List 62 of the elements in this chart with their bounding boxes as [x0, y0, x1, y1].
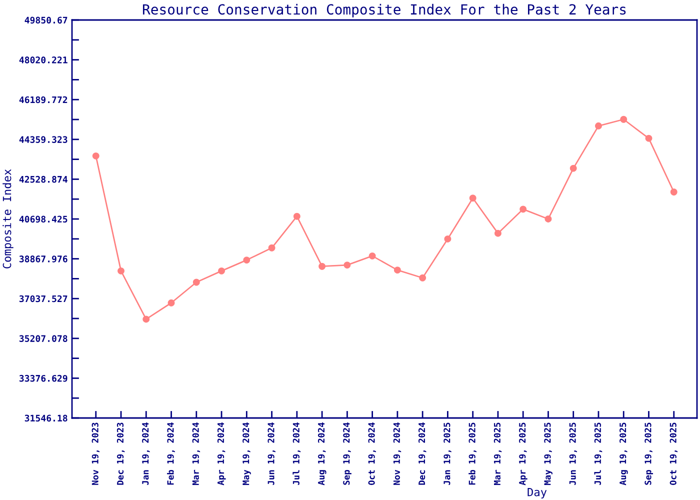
point	[645, 134, 652, 142]
point	[544, 215, 552, 222]
x-tick-label: Jun 19, 2024	[268, 422, 276, 485]
point	[192, 278, 200, 286]
x-tick-label: Mar 19, 2024	[192, 422, 200, 486]
x-tick-label: Jul 19, 2024	[292, 422, 301, 485]
chart-title: Resource Conservation Composite Index For the Past 2 Years	[142, 4, 626, 18]
x-tick-label: Nov 19, 2024	[393, 422, 402, 485]
point	[444, 235, 452, 242]
x-tick-label: Oct 19, 2024	[368, 422, 376, 485]
point	[92, 152, 100, 160]
y-tick-label: 40698.425	[19, 216, 68, 223]
point	[494, 230, 502, 237]
point	[218, 267, 225, 274]
x-tick-label: Apr 19, 2025	[519, 422, 528, 486]
y-tick-label: 35207.078	[19, 335, 68, 342]
point	[293, 212, 300, 220]
x-tick-label: Aug 19, 2024	[318, 422, 326, 486]
y-tick-label: 38867.976	[19, 256, 68, 262]
x-tick-label: Mar 19, 2025	[494, 422, 502, 486]
point	[168, 299, 175, 306]
point	[118, 267, 124, 274]
y-tick-label: 37037.527	[19, 295, 68, 302]
x-tick-label: Apr 19, 2024	[217, 422, 226, 486]
point	[142, 316, 150, 323]
point	[620, 116, 628, 123]
y-axis-title: Composite Index	[2, 169, 14, 268]
point	[670, 188, 678, 196]
point	[344, 262, 351, 269]
x-tick-label: Sep 19, 2025	[644, 422, 653, 485]
x-tick-label: Nov 19, 2023	[92, 422, 100, 485]
point	[595, 122, 602, 130]
x-tick-label: Dec 19, 2023	[116, 422, 125, 485]
x-tick-label: Oct 19, 2025	[670, 422, 678, 485]
point	[520, 206, 527, 213]
y-tick-label: 49850.67	[24, 16, 68, 24]
point	[318, 262, 326, 270]
x-tick-label: May 19, 2025	[544, 422, 552, 486]
x-tick-label: Feb 19, 2024	[167, 422, 175, 485]
point	[419, 274, 426, 282]
y-tick-label: 44359.323	[19, 136, 68, 143]
point	[268, 244, 276, 252]
point	[394, 266, 401, 274]
point	[469, 194, 476, 202]
y-tick-label: 46189.772	[19, 96, 68, 104]
x-tick-label: Feb 19, 2025	[468, 422, 476, 485]
point	[570, 164, 577, 172]
x-tick-label: Sep 19, 2024	[343, 422, 352, 485]
y-tick-label: 33376.629	[19, 374, 68, 382]
y-tick-label: 48020.221	[19, 56, 68, 64]
y-tick-label: 31546.18	[24, 414, 68, 422]
point	[243, 256, 250, 264]
point	[368, 252, 376, 260]
x-tick-label: Aug 19, 2025	[620, 422, 628, 486]
x-tick-label: Jan 19, 2024	[142, 422, 150, 485]
x-tick-label: Dec 19, 2024	[418, 422, 426, 485]
x-tick-label: Jul 19, 2025	[594, 422, 602, 485]
x-tick-label: May 19, 2024	[242, 422, 251, 486]
x-tick-label: Jan 19, 2025	[444, 422, 452, 485]
x-tick-label: Jun 19, 2025	[569, 422, 577, 485]
x-axis-title: Day	[528, 488, 547, 498]
y-tick-label: 42528.874	[19, 176, 68, 183]
